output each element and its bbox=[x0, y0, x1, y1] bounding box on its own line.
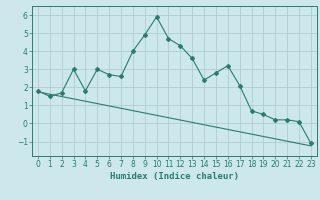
X-axis label: Humidex (Indice chaleur): Humidex (Indice chaleur) bbox=[110, 172, 239, 181]
